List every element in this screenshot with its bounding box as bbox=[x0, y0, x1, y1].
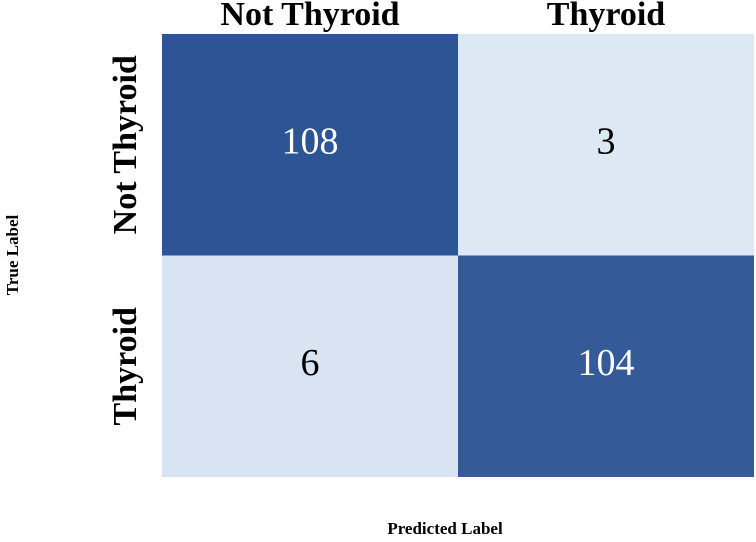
cell-label: 3 bbox=[597, 120, 616, 162]
y-tick-label: Not Thyroid bbox=[107, 55, 144, 234]
cell-label: 108 bbox=[282, 120, 339, 162]
x-tick-label: Not Thyroid bbox=[220, 0, 399, 33]
x-axis-label: Predicted Label bbox=[387, 519, 503, 538]
y-axis-label: True Label bbox=[3, 215, 22, 296]
heatmap-cell bbox=[162, 34, 458, 256]
x-tick-label: Thyroid bbox=[547, 0, 666, 33]
heatmap-cell bbox=[458, 34, 754, 256]
heatmap-cell bbox=[162, 255, 458, 477]
y-tick-label: Thyroid bbox=[107, 307, 144, 426]
cell-label: 104 bbox=[578, 342, 635, 384]
cell-label: 6 bbox=[301, 342, 320, 384]
heatmap-cell bbox=[458, 255, 754, 477]
